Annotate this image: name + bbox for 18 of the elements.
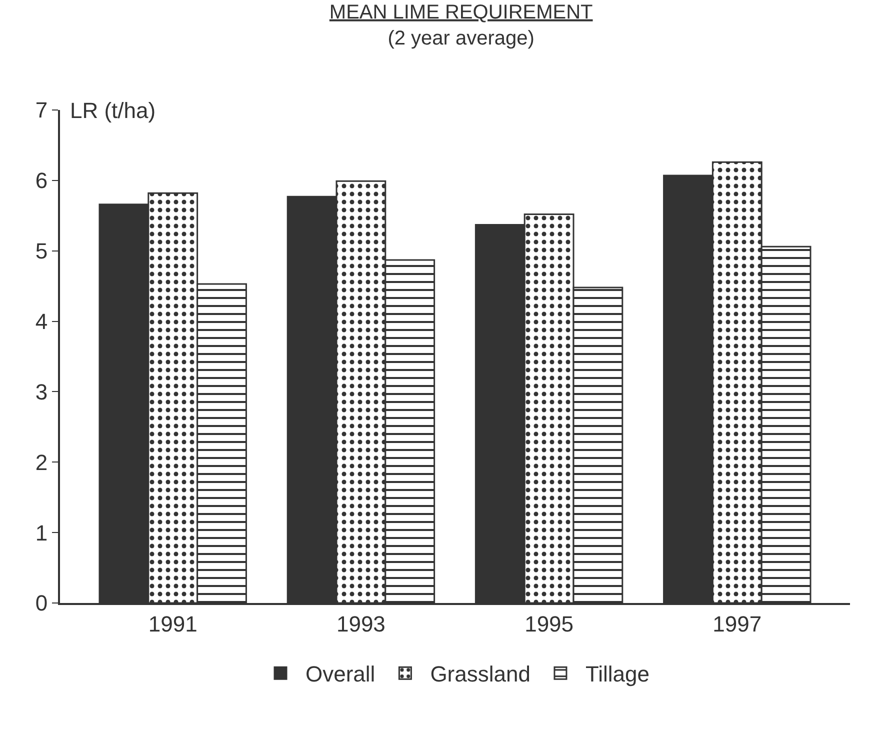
y-tick-label: 7 [35, 98, 48, 123]
text: Tillage [585, 662, 650, 687]
y-tick-label: 3 [35, 379, 48, 404]
y-axis-title: LR (t/ha) [70, 98, 156, 123]
y-tick-label: 5 [35, 238, 48, 264]
text: Grassland [430, 662, 530, 687]
x-tick-label: 1995 [524, 611, 574, 636]
y-tick-label: 6 [35, 168, 48, 194]
x-tick-label: 1993 [336, 611, 386, 636]
y-tick-label: 1 [35, 520, 48, 546]
y-tick-label: 4 [35, 308, 48, 334]
y-tick-label: 0 [35, 590, 48, 616]
legend-label: Overall [306, 662, 376, 687]
y-tick-label: 2 [35, 450, 48, 475]
chart-title: MEAN LIME REQUIREMENT [329, 1, 593, 24]
chart-subtitle: (2 year average) [388, 27, 534, 50]
x-tick-label: 1991 [148, 611, 198, 636]
x-tick-label: 1997 [712, 611, 762, 636]
